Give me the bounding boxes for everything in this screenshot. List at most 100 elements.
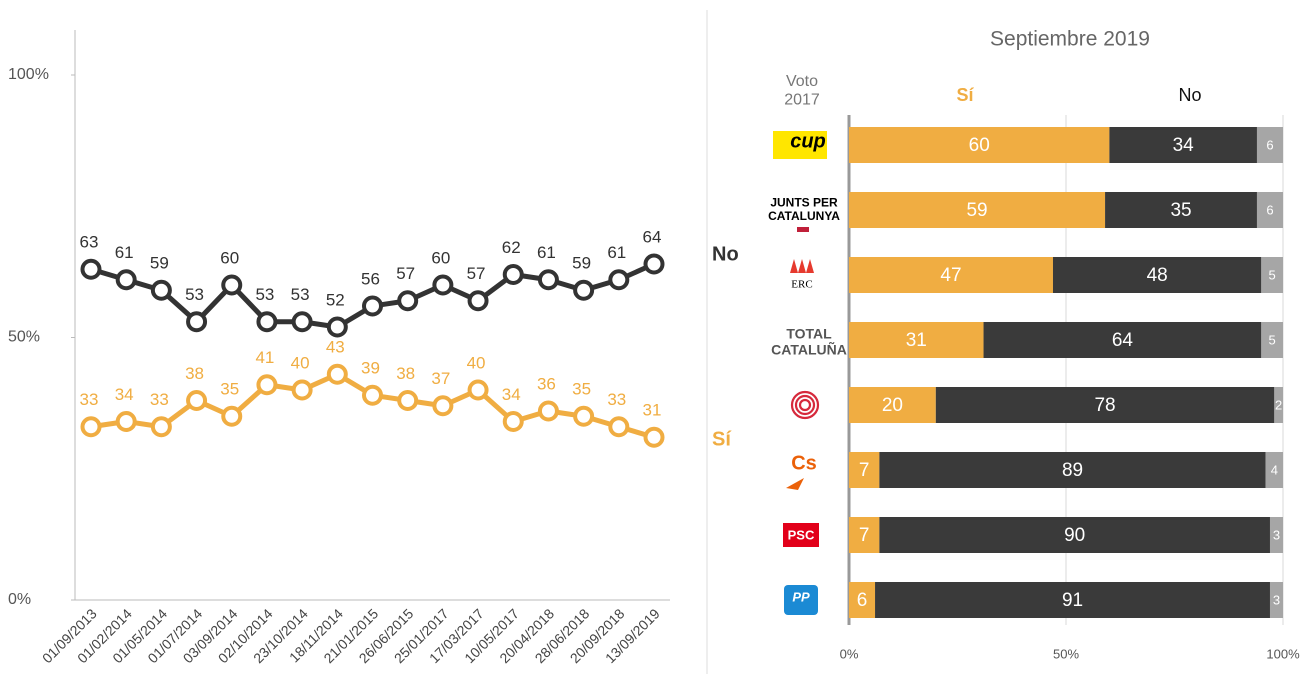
logo-ring bbox=[790, 390, 820, 420]
bar-segment bbox=[849, 322, 984, 358]
marker bbox=[608, 416, 630, 438]
data-label: 38 bbox=[396, 364, 415, 383]
data-label: 52 bbox=[326, 290, 345, 309]
bar-segment bbox=[849, 192, 1106, 228]
category-logo bbox=[790, 390, 820, 420]
data-label: 57 bbox=[396, 264, 415, 283]
logo-shape bbox=[786, 478, 804, 490]
bar-segment bbox=[1265, 452, 1283, 488]
bar-segment bbox=[1274, 387, 1283, 423]
logo-shape bbox=[798, 259, 806, 273]
data-label: 40 bbox=[467, 353, 486, 372]
x-tick-label: 0% bbox=[840, 646, 859, 661]
x-tick-label: 100% bbox=[1266, 646, 1300, 661]
category-logo: cup bbox=[773, 130, 827, 159]
marker bbox=[80, 258, 102, 280]
data-label: 53 bbox=[255, 285, 274, 304]
marker bbox=[467, 379, 489, 401]
data-label: 2 bbox=[1275, 397, 1282, 412]
data-label: 61 bbox=[537, 243, 556, 262]
logo-shape bbox=[790, 259, 798, 273]
marker bbox=[537, 269, 559, 291]
marker bbox=[502, 411, 524, 432]
marker bbox=[362, 295, 383, 317]
data-label: 3 bbox=[1273, 592, 1280, 607]
marker bbox=[608, 269, 630, 291]
category-label: cup bbox=[790, 130, 826, 152]
logo-ring bbox=[798, 398, 812, 412]
logo-bg bbox=[773, 131, 827, 159]
marker bbox=[256, 311, 278, 333]
data-label: 64 bbox=[643, 227, 662, 246]
y-tick-label: 0% bbox=[8, 591, 31, 608]
data-label: 62 bbox=[502, 238, 521, 257]
bar-segment bbox=[1052, 257, 1262, 293]
marker bbox=[362, 384, 383, 406]
data-label: 7 bbox=[859, 460, 870, 481]
data-label: 3 bbox=[1273, 527, 1280, 542]
data-label: 33 bbox=[150, 390, 169, 409]
bar-segment bbox=[935, 387, 1275, 423]
data-label: 7 bbox=[859, 525, 870, 546]
data-label: 34 bbox=[502, 385, 521, 404]
marker bbox=[643, 426, 665, 448]
legend-label: No bbox=[1178, 85, 1201, 105]
data-label: 35 bbox=[1170, 200, 1191, 221]
bar-segment bbox=[1269, 517, 1283, 553]
data-label: 60 bbox=[431, 248, 450, 267]
data-label: 31 bbox=[906, 330, 927, 351]
marker bbox=[150, 416, 172, 438]
data-label: 33 bbox=[607, 390, 626, 409]
data-label: 6 bbox=[1266, 202, 1273, 217]
category-header: Voto 2017 bbox=[784, 73, 820, 108]
data-label: 64 bbox=[1112, 330, 1134, 351]
category-label: Cs bbox=[791, 452, 817, 474]
data-label: 38 bbox=[185, 364, 204, 383]
bar-segment bbox=[849, 387, 936, 423]
data-label: 89 bbox=[1062, 460, 1083, 481]
data-label: 35 bbox=[220, 380, 239, 399]
marker bbox=[432, 274, 454, 296]
marker bbox=[291, 379, 313, 401]
data-label: 61 bbox=[607, 243, 626, 262]
marker bbox=[186, 311, 208, 333]
chart-title: Septiembre 2019 bbox=[990, 28, 1150, 51]
data-label: 61 bbox=[115, 243, 134, 262]
bar-segment bbox=[1269, 582, 1283, 618]
bar-segment bbox=[1256, 127, 1283, 163]
data-label: 4 bbox=[1271, 462, 1278, 477]
marker bbox=[221, 405, 243, 427]
data-label: 47 bbox=[940, 265, 961, 286]
marker bbox=[291, 311, 313, 333]
category-logo bbox=[797, 227, 809, 232]
marker bbox=[150, 279, 172, 301]
category-label: ERC bbox=[791, 279, 812, 291]
category-logo: ERC bbox=[790, 259, 814, 291]
data-label: 60 bbox=[969, 135, 990, 156]
y-tick-label: 100% bbox=[8, 66, 49, 83]
data-label: 59 bbox=[966, 200, 987, 221]
marker bbox=[432, 395, 454, 417]
data-label: 40 bbox=[291, 353, 310, 372]
data-label: 43 bbox=[326, 338, 345, 357]
data-label: 6 bbox=[857, 590, 868, 611]
data-label: 6 bbox=[1266, 137, 1273, 152]
data-label: 5 bbox=[1269, 267, 1276, 282]
bar-segment bbox=[849, 257, 1053, 293]
marker bbox=[326, 363, 348, 385]
marker bbox=[326, 316, 348, 338]
category-label: PP bbox=[792, 589, 810, 604]
category-logo: Cs bbox=[786, 452, 817, 490]
marker bbox=[256, 374, 278, 396]
category-label: PSC bbox=[788, 527, 815, 542]
category-label: JUNTS PER CATALUNYA bbox=[768, 196, 840, 224]
marker bbox=[643, 253, 665, 275]
data-label: 60 bbox=[220, 248, 239, 267]
data-label: 59 bbox=[150, 254, 169, 273]
logo-shape bbox=[806, 259, 814, 273]
data-label: 39 bbox=[361, 359, 380, 378]
data-label: 56 bbox=[361, 269, 380, 288]
marker bbox=[186, 390, 208, 411]
bar-segment bbox=[875, 582, 1270, 618]
bar-segment bbox=[849, 127, 1110, 163]
